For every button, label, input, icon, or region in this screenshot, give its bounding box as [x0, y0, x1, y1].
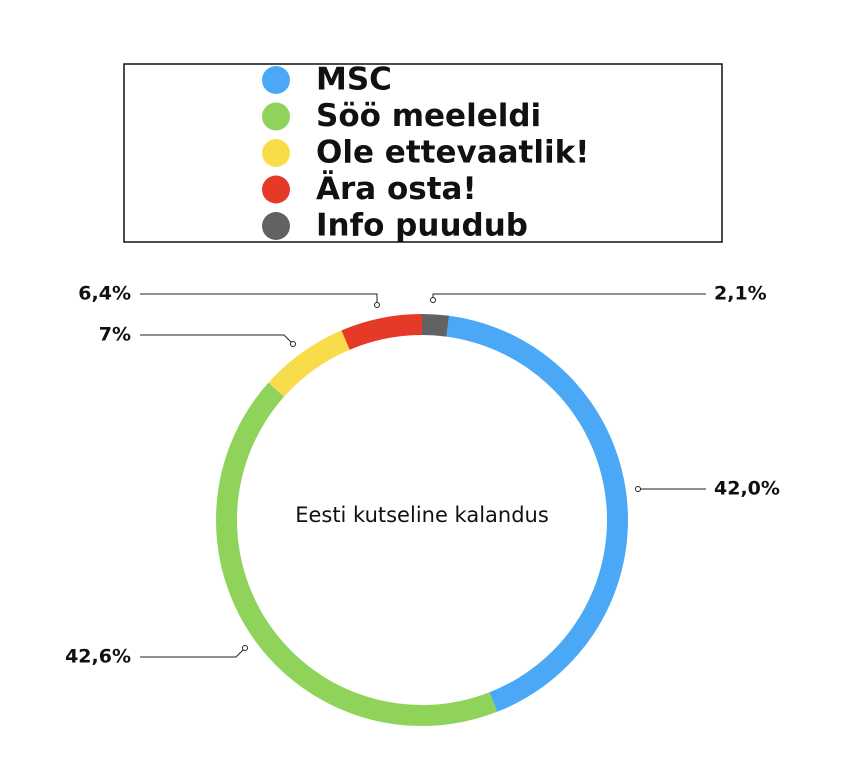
leader-dot — [242, 645, 248, 651]
donut-segment — [268, 330, 350, 397]
legend-box — [123, 63, 723, 243]
legend-label: Söö meeleldi — [316, 98, 541, 134]
donut-segment — [422, 314, 450, 337]
data-label: 42,0% — [714, 478, 780, 500]
leader-line — [140, 647, 246, 658]
legend-marker — [262, 212, 290, 240]
leader-line — [140, 334, 294, 345]
data-label: 42,6% — [65, 646, 131, 668]
leader-dot — [635, 486, 641, 492]
legend-marker — [262, 139, 290, 167]
legend-label: Ära osta! — [316, 171, 477, 207]
donut-segment — [446, 315, 628, 712]
leader-dot — [430, 297, 436, 303]
leader-line — [140, 293, 378, 305]
data-label: 6,4% — [78, 283, 131, 305]
legend-marker — [262, 102, 290, 131]
legend-label: MSC — [316, 62, 392, 98]
donut-segment — [341, 314, 422, 350]
chart-title: Eesti kutseline kalandus — [295, 503, 549, 527]
leader-line — [432, 293, 706, 300]
legend-label: Info puudub — [316, 208, 528, 244]
legend-marker — [262, 175, 290, 204]
data-label: 7% — [99, 324, 131, 346]
legend-label: Ole ettevaatlik! — [316, 135, 589, 171]
leader-dot — [290, 341, 296, 347]
data-label: 2,1% — [714, 283, 767, 305]
leader-dot — [374, 302, 380, 308]
donut-segment — [215, 382, 498, 726]
legend-marker — [262, 66, 290, 94]
